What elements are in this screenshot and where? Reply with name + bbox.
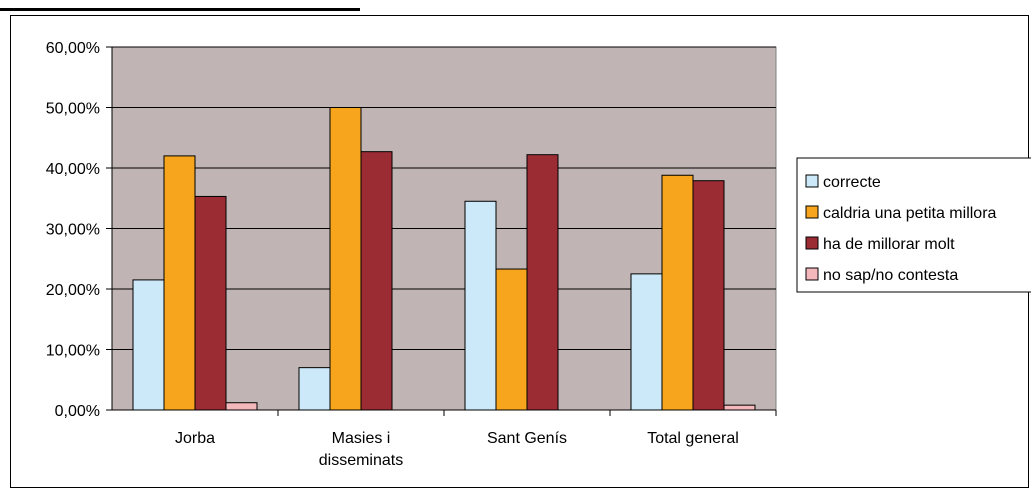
bar-ha-de-millorar-molt <box>194 195 227 411</box>
y-tick-label: 50,00% <box>46 101 100 118</box>
bar-correcte <box>464 200 497 411</box>
x-category-labels: Jorba Masies i disseminats Sant Genís Total … <box>175 430 739 469</box>
x-category-label: Jorba <box>175 430 215 447</box>
x-category-label: Total general <box>647 430 739 447</box>
x-category-label: Sant Genís <box>487 430 567 447</box>
bar-caldria-una-petita-millora <box>661 174 694 411</box>
legend-label: no sap/no contesta <box>823 267 958 284</box>
legend-swatch <box>805 205 819 219</box>
bar-caldria-una-petita-millora <box>495 268 528 411</box>
y-tick-label: 60,00% <box>46 40 100 57</box>
bar-caldria-una-petita-millora <box>329 107 362 411</box>
legend-swatch <box>805 174 819 188</box>
y-tick-label: 0,00% <box>55 403 100 420</box>
bar-ha-de-millorar-molt <box>360 151 393 411</box>
bar-correcte <box>132 279 165 411</box>
legend-swatch <box>805 236 819 250</box>
bars <box>132 107 756 411</box>
y-tick-labels: 0,00% 10,00% 20,00% 30,00% 40,00% 50,00% 60,00… <box>46 40 100 420</box>
axes <box>111 47 777 416</box>
legend-swatch <box>805 267 819 281</box>
x-category-label: Masies i disseminats <box>319 430 403 469</box>
bar-correcte <box>630 273 663 411</box>
legend-box <box>796 157 1031 293</box>
legend-label: ha de millorar molt <box>823 236 955 253</box>
top-rule <box>0 8 360 11</box>
bar-no-sap-no-contesta <box>225 402 258 411</box>
legend-label: correcte <box>823 174 881 191</box>
bar-no-sap-no-contesta <box>723 404 756 411</box>
y-tick-label: 20,00% <box>46 282 100 299</box>
legend: correcte caldria una petita millora ha de … <box>796 157 1031 293</box>
bar-ha-de-millorar-molt <box>526 154 559 411</box>
bar-correcte <box>298 367 331 411</box>
legend-label: caldria una petita millora <box>823 205 997 222</box>
bar-caldria-una-petita-millora <box>163 155 196 411</box>
y-tick-label: 40,00% <box>46 161 100 178</box>
bar-ha-de-millorar-molt <box>692 180 725 411</box>
y-tick-label: 10,00% <box>46 343 100 360</box>
y-tick-label: 30,00% <box>46 222 100 239</box>
